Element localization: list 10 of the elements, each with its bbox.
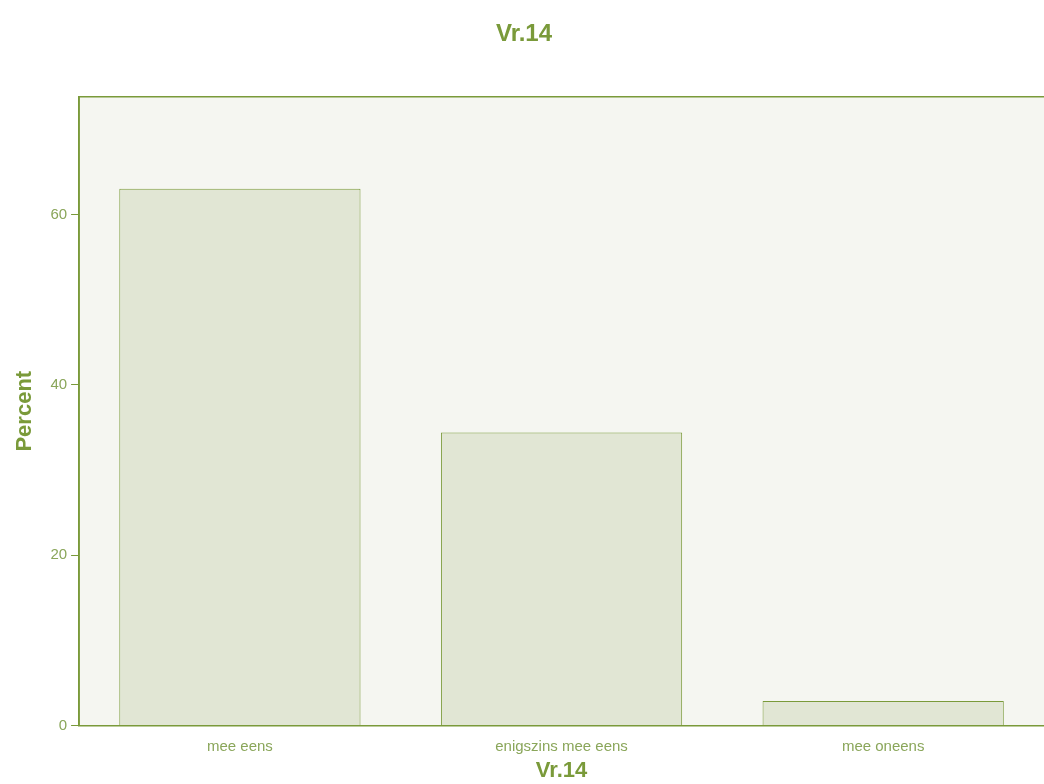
y-tick-label: 20 — [50, 545, 68, 563]
y-tick-label: 40 — [50, 374, 68, 392]
y-tick-label: 0 — [58, 715, 68, 733]
x-axis-title: Vr.14 — [535, 756, 588, 782]
x-tick-label: enigszins mee eens — [495, 736, 628, 754]
x-tick-label: mee eens — [206, 736, 273, 754]
x-tick-label: mee oneens — [841, 736, 925, 754]
y-tick-label: 60 — [50, 204, 68, 222]
y-axis-title: Percent — [11, 370, 37, 452]
chart-title: Vr.14 — [495, 19, 553, 47]
